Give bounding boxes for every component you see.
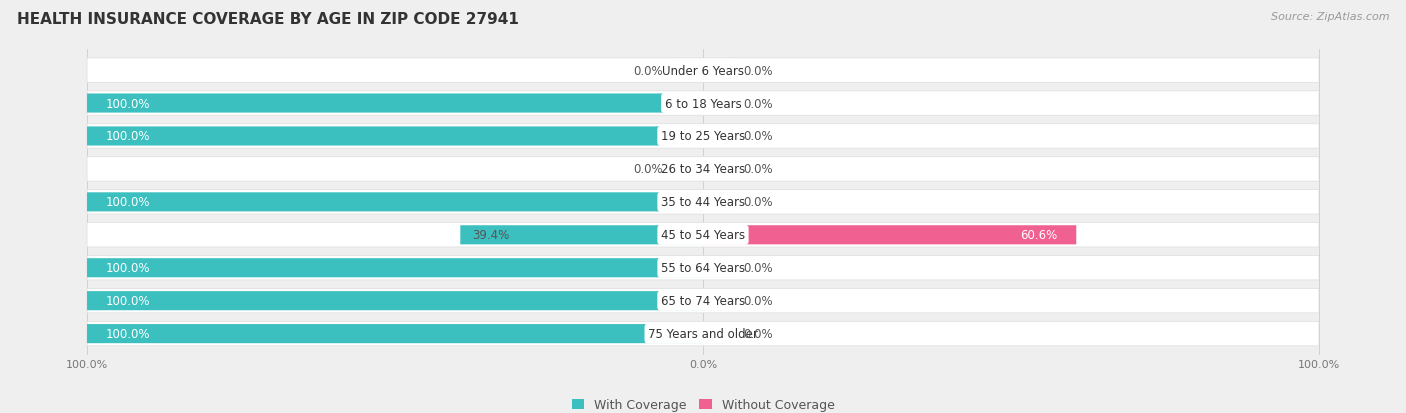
FancyBboxPatch shape: [87, 223, 1319, 247]
Text: 6 to 18 Years: 6 to 18 Years: [665, 97, 741, 110]
FancyBboxPatch shape: [460, 225, 703, 245]
Text: 0.0%: 0.0%: [633, 64, 664, 77]
Text: 0.0%: 0.0%: [742, 64, 773, 77]
Text: 0.0%: 0.0%: [742, 130, 773, 143]
Text: 60.6%: 60.6%: [1021, 229, 1057, 242]
FancyBboxPatch shape: [87, 193, 703, 212]
Text: 100.0%: 100.0%: [105, 196, 150, 209]
FancyBboxPatch shape: [87, 124, 1319, 149]
Text: 100.0%: 100.0%: [105, 328, 150, 340]
FancyBboxPatch shape: [703, 94, 734, 113]
FancyBboxPatch shape: [87, 190, 1319, 214]
Text: 75 Years and older: 75 Years and older: [648, 328, 758, 340]
FancyBboxPatch shape: [703, 259, 734, 278]
FancyBboxPatch shape: [87, 324, 703, 343]
Text: 0.0%: 0.0%: [742, 97, 773, 110]
Text: 0.0%: 0.0%: [742, 294, 773, 307]
Text: 35 to 44 Years: 35 to 44 Years: [661, 196, 745, 209]
FancyBboxPatch shape: [703, 127, 734, 146]
FancyBboxPatch shape: [87, 92, 1319, 116]
Text: Under 6 Years: Under 6 Years: [662, 64, 744, 77]
Text: 0.0%: 0.0%: [633, 163, 664, 176]
Text: 65 to 74 Years: 65 to 74 Years: [661, 294, 745, 307]
FancyBboxPatch shape: [87, 292, 703, 311]
Text: 100.0%: 100.0%: [105, 97, 150, 110]
FancyBboxPatch shape: [703, 62, 734, 81]
FancyBboxPatch shape: [87, 256, 1319, 280]
Text: 0.0%: 0.0%: [742, 261, 773, 275]
FancyBboxPatch shape: [87, 322, 1319, 346]
FancyBboxPatch shape: [87, 127, 703, 146]
Text: 0.0%: 0.0%: [742, 196, 773, 209]
FancyBboxPatch shape: [87, 259, 703, 278]
FancyBboxPatch shape: [87, 59, 1319, 83]
Legend: With Coverage, Without Coverage: With Coverage, Without Coverage: [567, 393, 839, 413]
FancyBboxPatch shape: [703, 292, 734, 311]
Text: HEALTH INSURANCE COVERAGE BY AGE IN ZIP CODE 27941: HEALTH INSURANCE COVERAGE BY AGE IN ZIP …: [17, 12, 519, 27]
FancyBboxPatch shape: [672, 160, 703, 179]
Text: 100.0%: 100.0%: [105, 294, 150, 307]
Text: 0.0%: 0.0%: [742, 163, 773, 176]
Text: Source: ZipAtlas.com: Source: ZipAtlas.com: [1271, 12, 1389, 22]
Text: 26 to 34 Years: 26 to 34 Years: [661, 163, 745, 176]
FancyBboxPatch shape: [703, 160, 734, 179]
Text: 19 to 25 Years: 19 to 25 Years: [661, 130, 745, 143]
Text: 100.0%: 100.0%: [105, 261, 150, 275]
FancyBboxPatch shape: [703, 193, 734, 212]
FancyBboxPatch shape: [87, 157, 1319, 182]
FancyBboxPatch shape: [703, 225, 1076, 245]
Text: 45 to 54 Years: 45 to 54 Years: [661, 229, 745, 242]
FancyBboxPatch shape: [87, 94, 703, 113]
FancyBboxPatch shape: [87, 289, 1319, 313]
Text: 55 to 64 Years: 55 to 64 Years: [661, 261, 745, 275]
Text: 0.0%: 0.0%: [742, 328, 773, 340]
Text: 100.0%: 100.0%: [105, 130, 150, 143]
Text: 39.4%: 39.4%: [472, 229, 510, 242]
FancyBboxPatch shape: [672, 62, 703, 81]
FancyBboxPatch shape: [703, 324, 734, 343]
